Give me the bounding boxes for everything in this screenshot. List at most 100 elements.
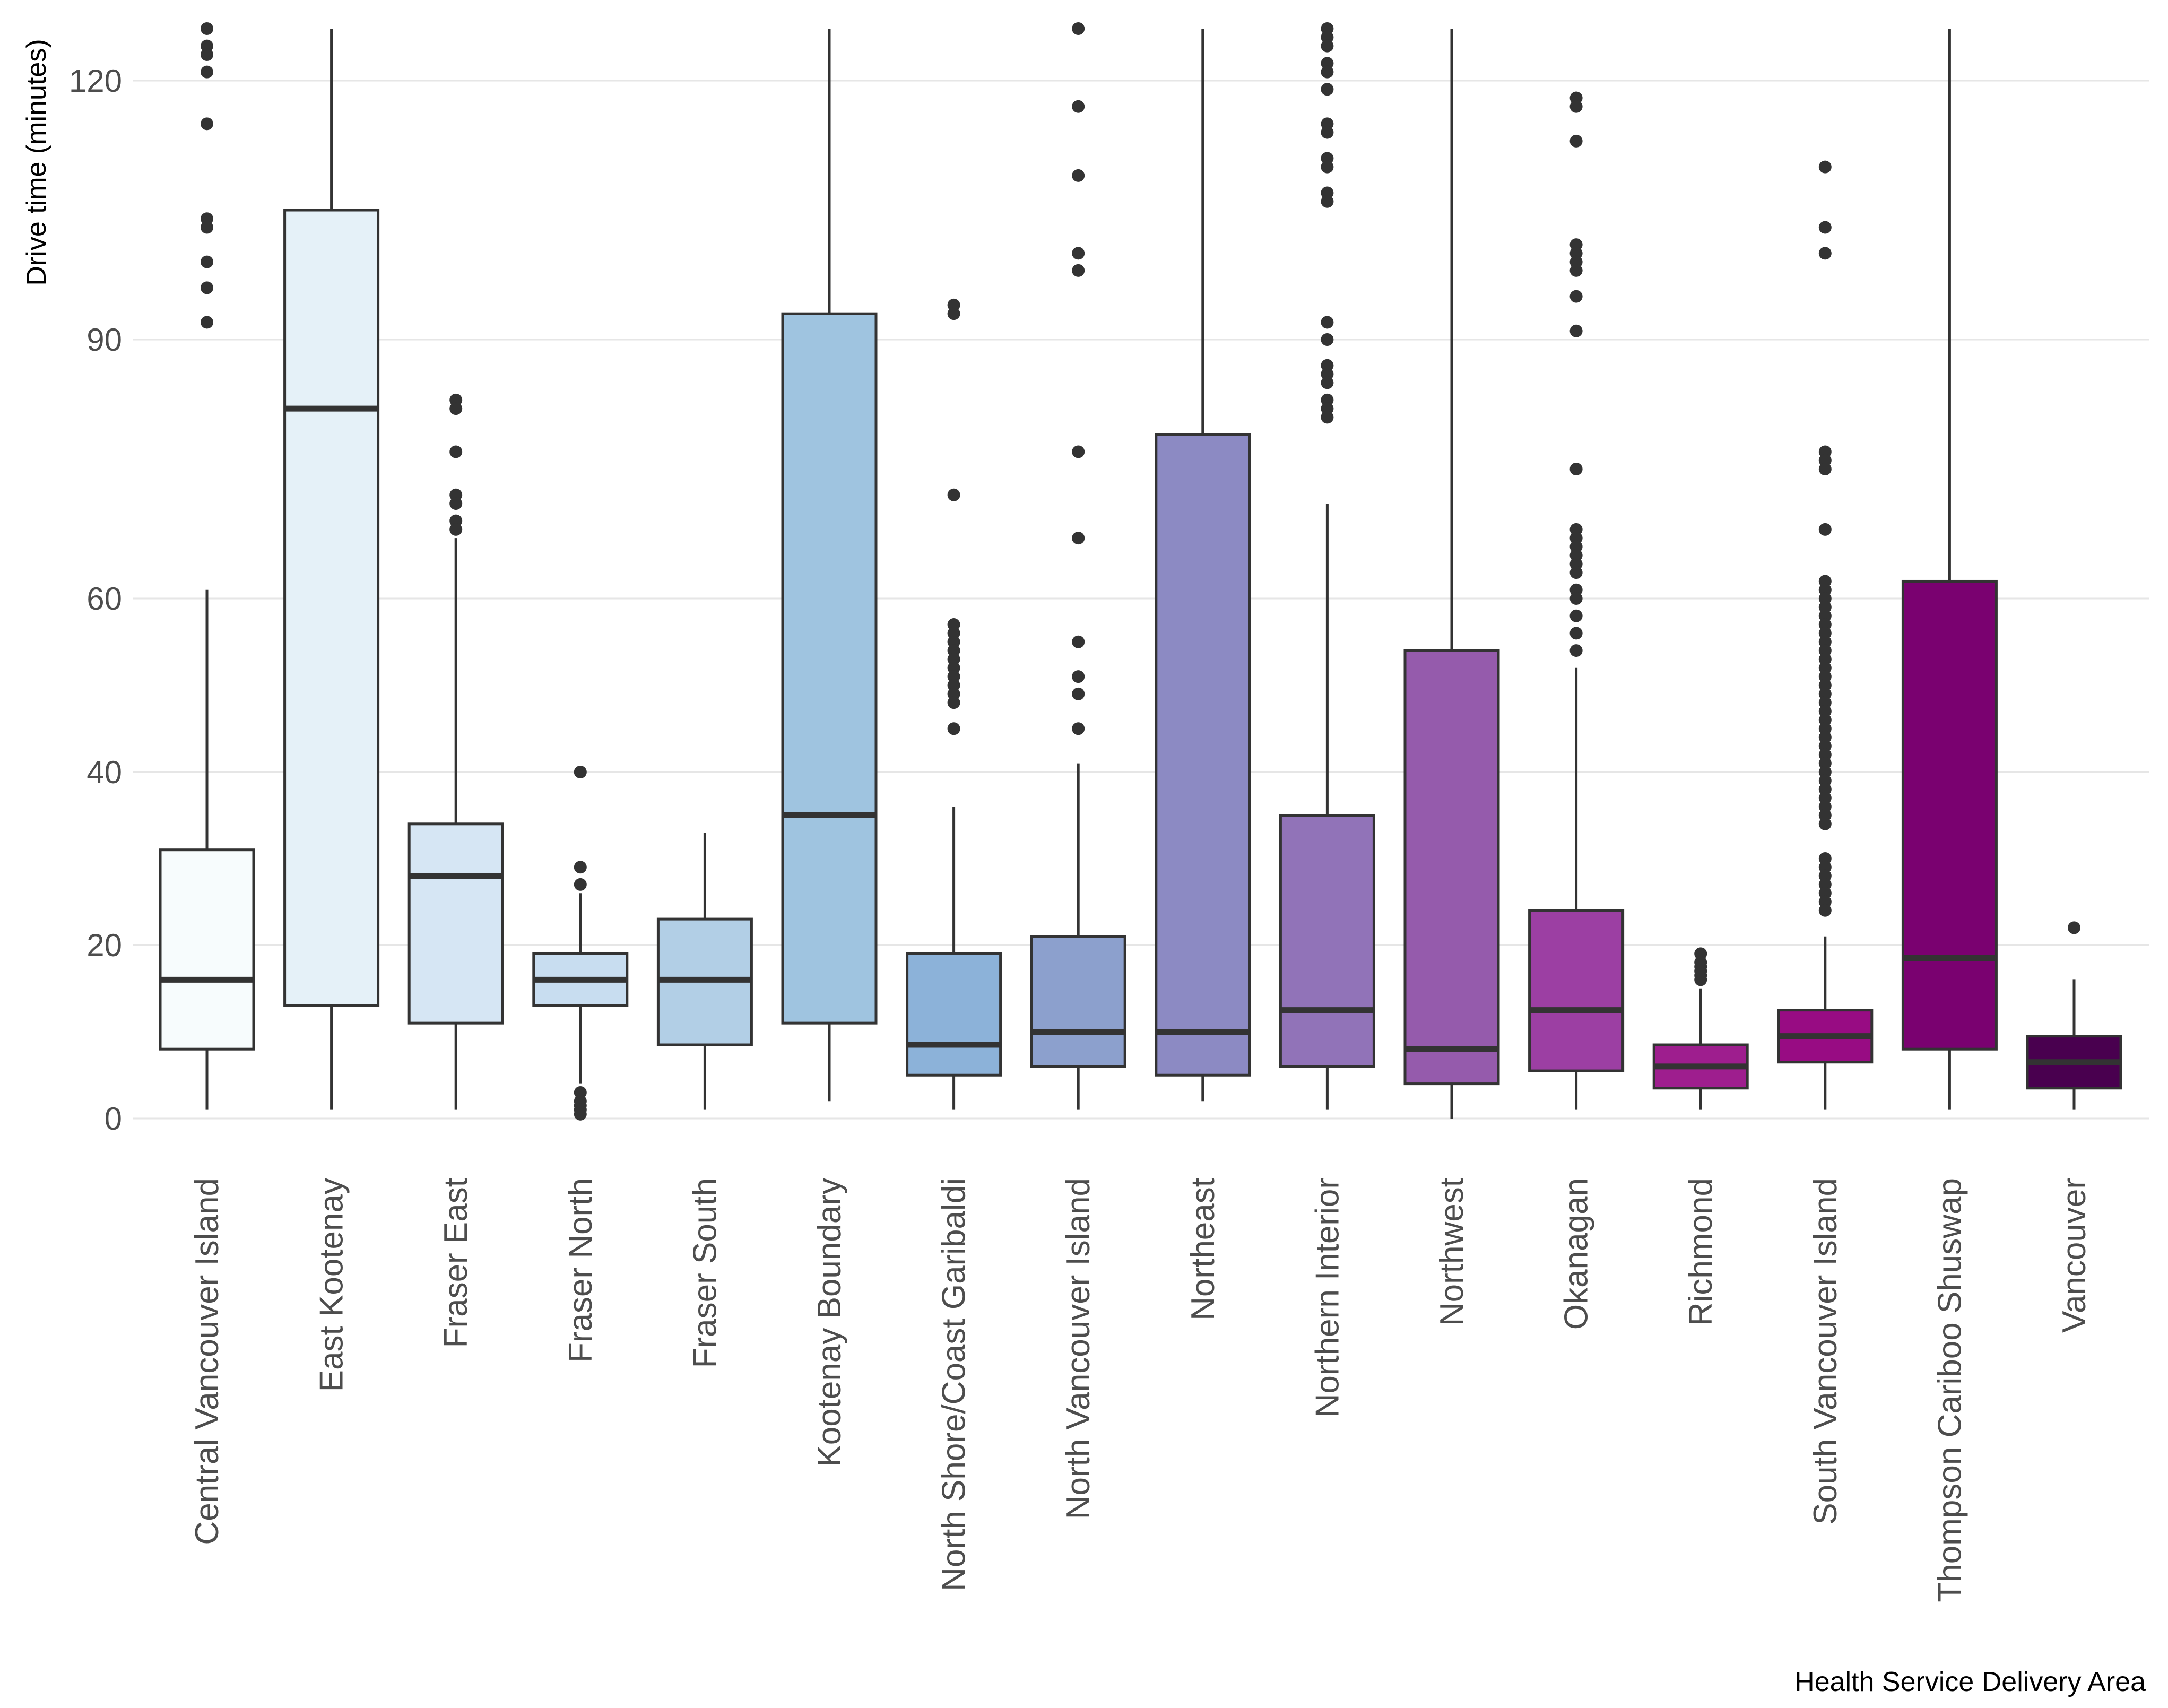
x-tick-label: Kootenay Boundary — [811, 1178, 848, 1467]
box-9 — [1279, 22, 1375, 1110]
outlier-point — [1072, 169, 1085, 182]
outlier-point — [1569, 290, 1583, 303]
box-14 — [1901, 29, 1998, 1110]
box-iqr — [159, 848, 255, 1051]
outlier-point — [1569, 609, 1583, 622]
outlier-point — [2068, 921, 2080, 934]
outlier-point — [947, 696, 960, 709]
outlier-point — [201, 281, 213, 294]
outlier-point — [1569, 463, 1583, 475]
boxes — [159, 22, 2122, 1121]
x-tick-label: Fraser South — [687, 1178, 723, 1368]
x-tick-label: East Kootenay — [314, 1178, 350, 1392]
x-tick-label: North Shore/Coast Garibaldi — [936, 1178, 973, 1591]
outlier-point — [1321, 65, 1334, 79]
outlier-point — [947, 722, 960, 735]
outlier-point — [1321, 411, 1334, 424]
x-tick-label: Richmond — [1683, 1178, 1719, 1326]
outlier-point — [1321, 83, 1334, 96]
outlier-point — [574, 861, 587, 874]
outlier-point — [1072, 445, 1085, 458]
outlier-point — [1569, 627, 1583, 640]
outlier-point — [201, 48, 213, 61]
box-iqr — [1403, 649, 1500, 1086]
box-iqr — [906, 952, 1002, 1077]
box-13 — [1777, 160, 1874, 1110]
x-tick-label: North Vancouver Island — [1060, 1178, 1097, 1519]
outlier-point — [947, 488, 960, 501]
y-tick-label: 90 — [86, 322, 122, 358]
outlier-point — [1818, 247, 1832, 260]
box-11 — [1528, 91, 1625, 1110]
outlier-point — [449, 445, 463, 458]
box-2 — [407, 393, 504, 1110]
outlier-point — [1569, 644, 1583, 657]
box-iqr — [1901, 579, 1998, 1051]
x-axis-title: Health Service Delivery Area — [1794, 1667, 2146, 1697]
outlier-point — [1072, 722, 1085, 735]
box-5 — [781, 29, 878, 1102]
y-tick-label: 120 — [69, 63, 122, 99]
outlier-point — [449, 402, 463, 415]
outlier-point — [1569, 100, 1583, 113]
x-tick-label: Okanagan — [1558, 1178, 1595, 1330]
x-tick-label: Fraser North — [562, 1178, 599, 1363]
outlier-point — [1321, 160, 1334, 174]
box-6 — [906, 298, 1002, 1110]
x-tick-label: Northeast — [1185, 1178, 1221, 1321]
y-tick-label: 60 — [86, 581, 122, 617]
outlier-point — [201, 255, 213, 268]
outlier-point — [1321, 39, 1334, 53]
x-tick-label: Vancouver — [2056, 1178, 2093, 1333]
outlier-point — [1321, 376, 1334, 389]
box-iqr — [283, 209, 380, 1007]
box-iqr — [1155, 433, 1251, 1077]
y-axis-ticks: 0 20 40 60 90 120 — [69, 63, 122, 1137]
outlier-point — [1072, 264, 1085, 277]
x-tick-label: South Vancouver Island — [1807, 1178, 1844, 1525]
box-iqr — [407, 822, 504, 1025]
y-axis-title: Drive time (minutes) — [21, 39, 52, 285]
box-8 — [1155, 29, 1251, 1102]
x-axis-ticks: Central Vancouver Island East Kootenay Fra… — [189, 1178, 2093, 1602]
outlier-point — [1569, 264, 1583, 277]
box-3 — [532, 766, 629, 1121]
outlier-point — [1694, 973, 1707, 986]
outlier-point — [1818, 221, 1832, 234]
x-tick-label: Northern Interior — [1309, 1178, 1346, 1417]
y-tick-label: 40 — [86, 755, 122, 790]
outlier-point — [1818, 463, 1832, 475]
outlier-point — [1072, 22, 1085, 35]
y-tick-label: 0 — [105, 1101, 122, 1137]
outlier-point — [1321, 316, 1334, 329]
x-tick-label: Northwest — [1434, 1178, 1470, 1326]
outlier-point — [574, 1107, 587, 1121]
outlier-point — [201, 316, 213, 329]
outlier-point — [201, 221, 213, 234]
outlier-point — [1818, 160, 1832, 174]
outlier-point — [1569, 324, 1583, 337]
box-12 — [1652, 947, 1749, 1110]
outlier-point — [1321, 333, 1334, 346]
box-0 — [159, 22, 255, 1110]
outlier-point — [201, 117, 213, 131]
outlier-point — [1072, 635, 1085, 648]
outlier-point — [1569, 592, 1583, 605]
outlier-point — [1818, 523, 1832, 536]
outlier-point — [947, 307, 960, 320]
box-7 — [1030, 22, 1126, 1110]
x-tick-label: Fraser East — [438, 1178, 474, 1348]
x-tick-label: Thompson Cariboo Shuswap — [1931, 1178, 1968, 1602]
box-iqr — [781, 312, 878, 1025]
outlier-point — [1569, 134, 1583, 148]
box-iqr — [1528, 909, 1625, 1072]
outlier-point — [201, 22, 213, 35]
outlier-point — [574, 766, 587, 778]
box-4 — [656, 833, 753, 1110]
outlier-point — [1072, 687, 1085, 700]
outlier-point — [1321, 195, 1334, 208]
outlier-point — [1569, 566, 1583, 579]
x-tick-label: Central Vancouver Island — [189, 1178, 226, 1545]
box-15 — [2026, 921, 2122, 1110]
